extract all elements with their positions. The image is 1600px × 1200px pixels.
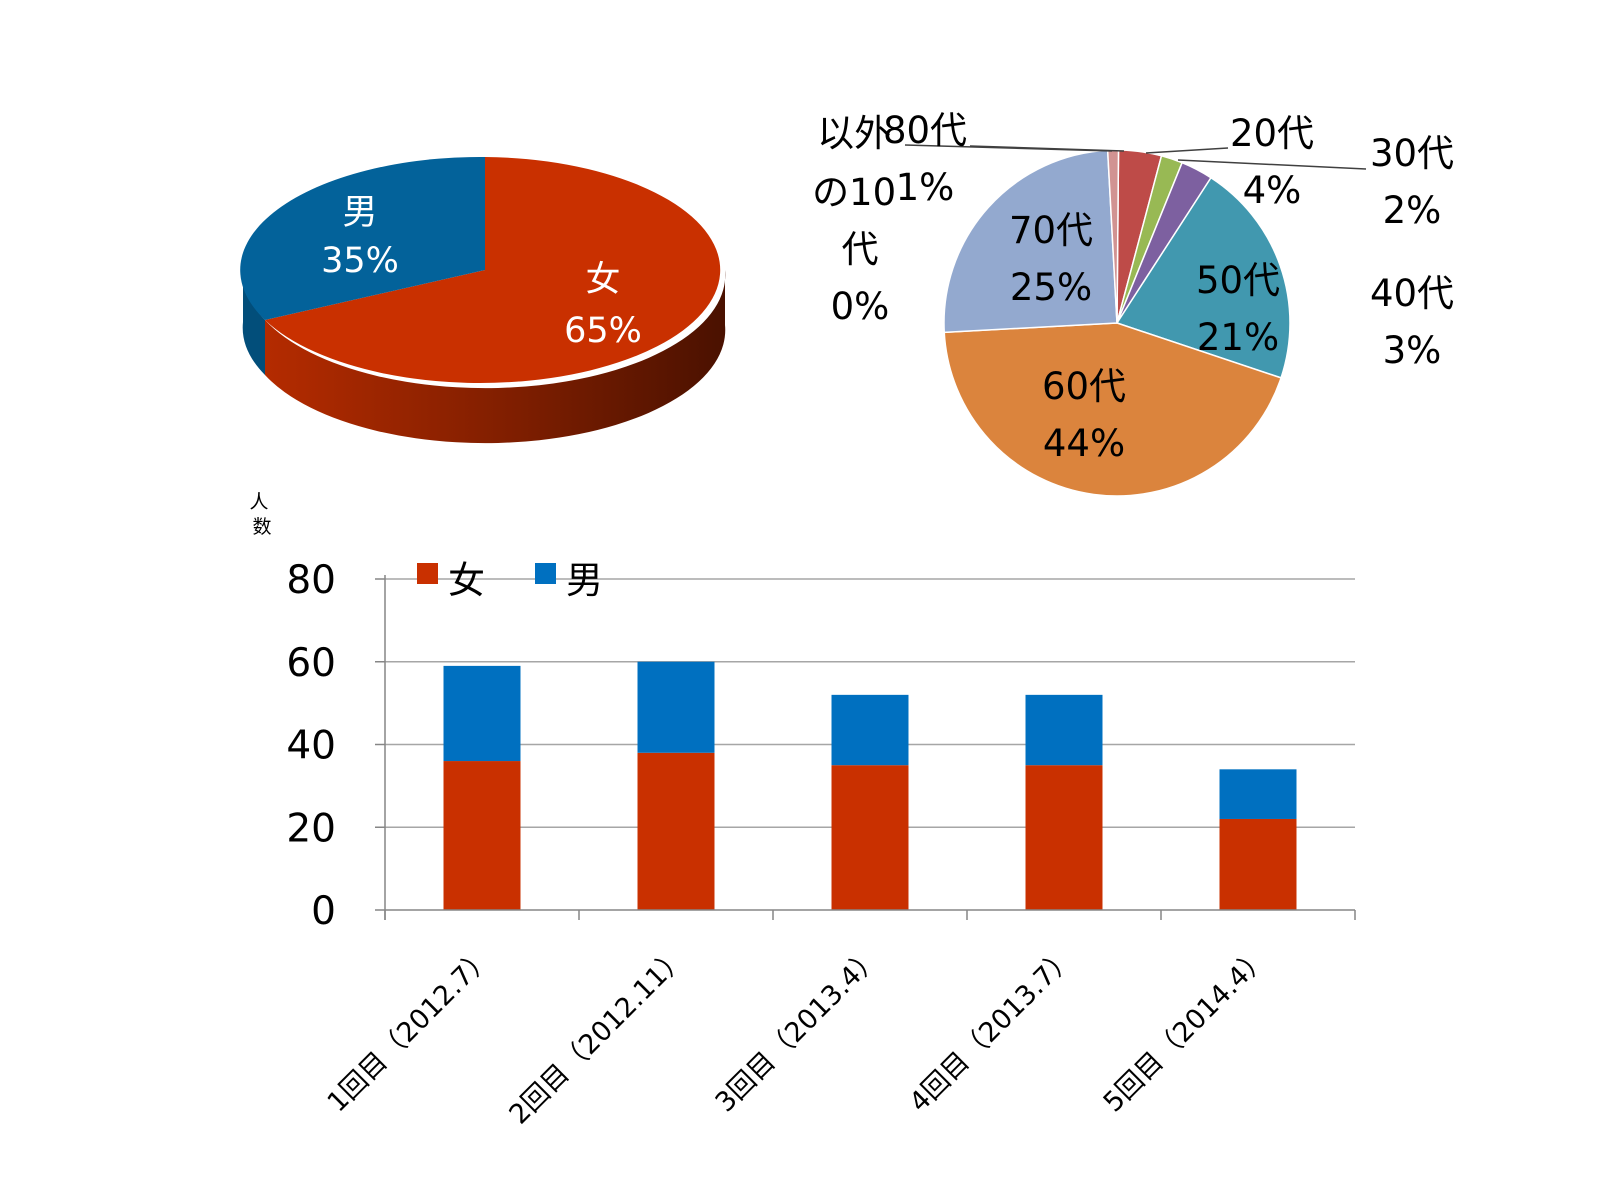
pie-label-80s-name: 80代 [883,109,967,152]
pie-label-30s-name: 30代 [1370,132,1454,175]
bar-marks [443,661,1297,910]
legend-swatch-male [535,563,556,584]
bar-axes [375,575,1356,920]
pie-label-50s-name: 50代 [1196,259,1280,302]
pie-slice-female-side [265,270,726,444]
y-tick-label-0: 0 [311,889,336,934]
y-tick-label-40: 40 [286,724,336,769]
pie-label-20s-name: 20代 [1230,112,1314,155]
leader-line-80s [904,144,1113,152]
bar-male-3 [831,694,909,766]
y-axis-title: 人 数 [249,491,274,538]
bar-female-4 [1025,765,1103,910]
age-pie-slice-5 [943,322,1283,497]
pie-label-50s-value: 21% [1197,316,1279,359]
age-pie-slice-4 [1115,176,1291,379]
legend-label-male: 男 [566,559,603,602]
pie-label-40s-name: 40代 [1370,272,1454,315]
pie-label-70s-value: 25% [1010,266,1092,309]
x-tick-label-5: 5回目（2014.4） [1098,941,1275,1118]
participants-bar-chart: 人 数 0 20 40 60 80 1回目（2012.7） 2回目（2012.11） 3回目（… [249,491,1356,1130]
pie-label-teens-other-value: 0% [831,285,890,328]
x-tick-label-3: 3回目（2013.4） [710,941,887,1118]
x-tick-label-4: 4回目（2013.7） [904,941,1081,1118]
bar-female-2 [637,752,715,910]
pie-slice-male [240,156,485,320]
bar-male-1 [443,665,521,762]
bar-male-2 [637,661,715,753]
bar-female-3 [831,765,909,910]
legend-label-female: 女 [448,559,485,602]
pie-label-male-value: 35% [321,241,399,281]
leader-line-30s [1177,159,1367,170]
age-pie-slices [943,149,1291,497]
age-pie-chart: 以外 の10 代 0% 80代 1% 20代 4% 30代 2% 40代 3% … [812,109,1454,497]
pie-label-male-name: 男 [342,193,377,233]
pie-label-40s-value: 3% [1383,329,1442,372]
pie-label-teens-other-name: 以外 の10 代 [812,112,908,271]
age-pie-slice-6 [943,149,1118,334]
pie-label-60s-name: 60代 [1042,365,1126,408]
bar-legend: 女 男 [417,559,603,602]
pie-slice-female [265,157,721,383]
y-tick-label-60: 60 [286,641,336,686]
pie-label-female-value: 65% [564,311,642,351]
y-tick-label-80: 80 [286,558,336,603]
bar-male-4 [1025,694,1103,766]
pie-label-80s-value: 1% [896,166,955,209]
pie-label-20s-value: 4% [1243,169,1302,212]
legend-swatch-female [417,563,438,584]
pie-slice-male-side [242,267,265,375]
bar-male-5 [1219,769,1297,819]
pie-label-60s-value: 44% [1043,422,1125,465]
bar-female-1 [443,761,521,910]
x-tick-label-2: 2回目（2012.11） [504,941,693,1130]
y-tick-label-20: 20 [286,806,336,851]
x-tick-label-1: 1回目（2012.7） [322,941,499,1118]
bar-female-5 [1219,818,1297,910]
gender-pie-chart: 男 35% 女 65% [240,156,726,444]
leader-line-20s [1145,147,1229,154]
pie-label-70s-name: 70代 [1009,209,1093,252]
pie-label-30s-value: 2% [1383,189,1442,232]
bar-tick-labels: 0 20 40 60 80 1回目（2012.7） 2回目（2012.11） 3回目（2013… [286,558,1275,1130]
pie-label-female-name: 女 [585,260,620,300]
